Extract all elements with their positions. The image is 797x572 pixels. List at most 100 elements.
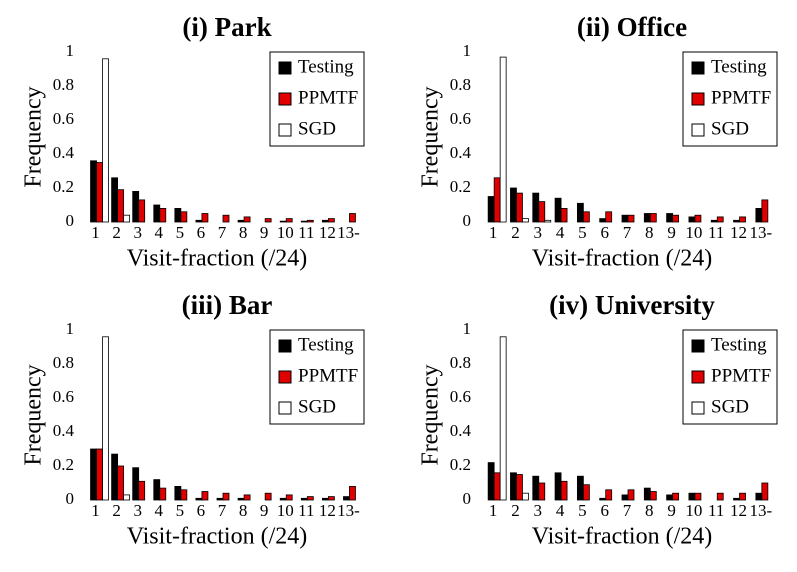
legend-label: PPMTF <box>298 365 358 386</box>
bar <box>672 492 680 501</box>
x-tick-label: 12 <box>730 223 747 242</box>
bar <box>349 485 356 501</box>
bar <box>132 190 140 223</box>
y-tick-label: 0.2 <box>450 455 471 474</box>
legend-label: Testing <box>711 334 767 355</box>
bar <box>153 479 161 501</box>
bar <box>180 211 188 223</box>
legend-label: Testing <box>711 56 767 77</box>
x-tick-label: 2 <box>511 501 520 520</box>
bar <box>643 487 651 501</box>
bar <box>306 219 314 223</box>
bar <box>643 213 651 223</box>
bar <box>694 214 702 223</box>
bar <box>544 219 552 223</box>
bar <box>123 494 131 501</box>
x-tick-label: 10 <box>685 223 702 242</box>
y-axis-label: Frequency <box>21 364 47 465</box>
bar <box>90 160 97 223</box>
x-tick-label: 6 <box>197 223 206 242</box>
chart-title: (iv) University <box>549 290 715 320</box>
x-tick-label: 12 <box>319 223 336 242</box>
x-tick-label: 8 <box>645 501 654 520</box>
legend-label: Testing <box>298 56 354 77</box>
x-tick-label: 4 <box>556 223 565 242</box>
bar <box>733 497 740 501</box>
x-tick-label: 7 <box>623 223 632 242</box>
y-axis-label: Frequency <box>418 364 444 465</box>
bar <box>666 213 674 223</box>
legend-label: PPMTF <box>711 365 771 386</box>
y-tick-label: 0.4 <box>53 143 75 162</box>
y-tick-label: 0.4 <box>450 421 472 440</box>
x-axis-label: Visit-fraction (/24) <box>532 246 713 272</box>
legend-swatch <box>691 401 705 415</box>
bar <box>102 58 109 223</box>
bar <box>761 199 769 223</box>
bar <box>174 485 182 501</box>
bar <box>90 448 97 501</box>
bar <box>96 162 103 223</box>
bar <box>621 214 629 223</box>
x-tick-label: 13- <box>750 223 773 242</box>
bar <box>560 207 568 223</box>
bar <box>321 497 329 501</box>
bar <box>487 462 495 501</box>
x-tick-label: 3 <box>534 223 543 242</box>
bar <box>605 489 613 501</box>
y-tick-label: 1 <box>463 319 472 338</box>
bar <box>111 177 119 223</box>
y-tick-label: 0.2 <box>450 177 471 196</box>
y-tick-label: 0.8 <box>450 75 471 94</box>
bar <box>349 213 356 223</box>
bar <box>688 216 696 223</box>
legend-label: PPMTF <box>298 87 358 108</box>
bar <box>237 219 245 223</box>
legend-swatch <box>691 370 705 384</box>
bar <box>493 177 501 223</box>
bar <box>649 213 657 223</box>
bar <box>538 482 546 501</box>
x-tick-label: 5 <box>578 223 587 242</box>
x-tick-label: 13- <box>750 501 773 520</box>
bar <box>300 220 308 223</box>
bar <box>554 472 562 501</box>
x-tick-label: 10 <box>685 501 702 520</box>
bar <box>739 492 746 501</box>
bar <box>159 487 167 501</box>
legend-swatch <box>691 123 705 137</box>
x-tick-label: 3 <box>534 501 543 520</box>
bar <box>710 219 718 223</box>
y-tick-label: 0.4 <box>450 143 472 162</box>
bar <box>649 491 657 501</box>
bar <box>132 467 140 501</box>
x-tick-label: 4 <box>556 501 565 520</box>
y-tick-label: 0.2 <box>53 177 74 196</box>
legend-swatch <box>278 61 292 75</box>
legend-label: Testing <box>298 334 354 355</box>
x-tick-label: 1 <box>91 501 100 520</box>
y-tick-label: 0.6 <box>450 387 471 406</box>
bar <box>102 336 109 501</box>
bar <box>123 214 131 223</box>
y-tick-label: 0.2 <box>53 455 74 474</box>
x-tick-label: 6 <box>600 223 609 242</box>
y-tick-label: 0 <box>463 211 472 230</box>
x-axis-label: Visit-fraction (/24) <box>532 524 713 550</box>
bar <box>499 56 507 223</box>
bar <box>285 494 293 501</box>
bar <box>321 219 329 223</box>
x-tick-label: 3 <box>133 501 142 520</box>
bar <box>582 211 590 223</box>
bar <box>582 484 590 501</box>
legend-label: SGD <box>298 396 336 417</box>
bar <box>522 218 529 223</box>
x-tick-label: 6 <box>197 501 206 520</box>
x-tick-label: 9 <box>667 223 676 242</box>
bar <box>716 216 724 223</box>
bar <box>487 196 495 223</box>
chart-title: (iii) Bar <box>182 290 273 320</box>
bar <box>327 218 335 223</box>
bar <box>493 472 501 501</box>
bar <box>576 475 584 501</box>
